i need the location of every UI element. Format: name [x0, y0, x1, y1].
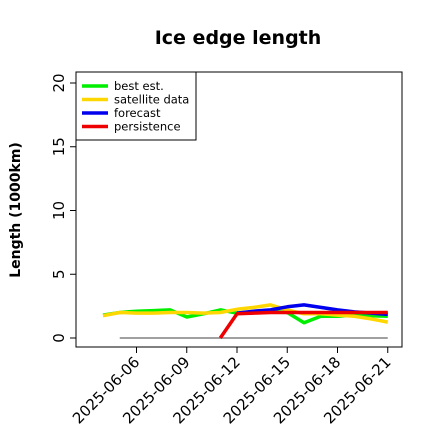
y-axis-ticks: 0 5 10 15 20: [50, 73, 76, 343]
series-line-persistence: [218, 310, 388, 339]
legend-box: [75, 71, 197, 141]
plot-area: [75, 71, 403, 348]
y-tick-label: 10: [50, 201, 68, 220]
legend: best est.satellite dataforecastpersisten…: [75, 71, 197, 141]
legend-label: forecast: [114, 106, 161, 120]
y-axis-label: Length (1000km): [8, 142, 24, 278]
y-tick-label: 20: [50, 73, 68, 92]
legend-label: persistence: [114, 120, 181, 134]
series-line-satellite-data: [102, 303, 389, 324]
y-tick-label: 5: [50, 269, 68, 279]
x-axis-ticks: 2025-06-062025-06-092025-06-122025-06-15…: [69, 347, 395, 427]
chart-title: Ice edge length: [155, 27, 322, 49]
y-tick-label: 15: [50, 137, 68, 156]
y-tick-label: 0: [50, 333, 68, 343]
legend-label: best est.: [114, 79, 164, 93]
legend-label: satellite data: [114, 93, 189, 107]
plot-frame: [75, 71, 403, 348]
